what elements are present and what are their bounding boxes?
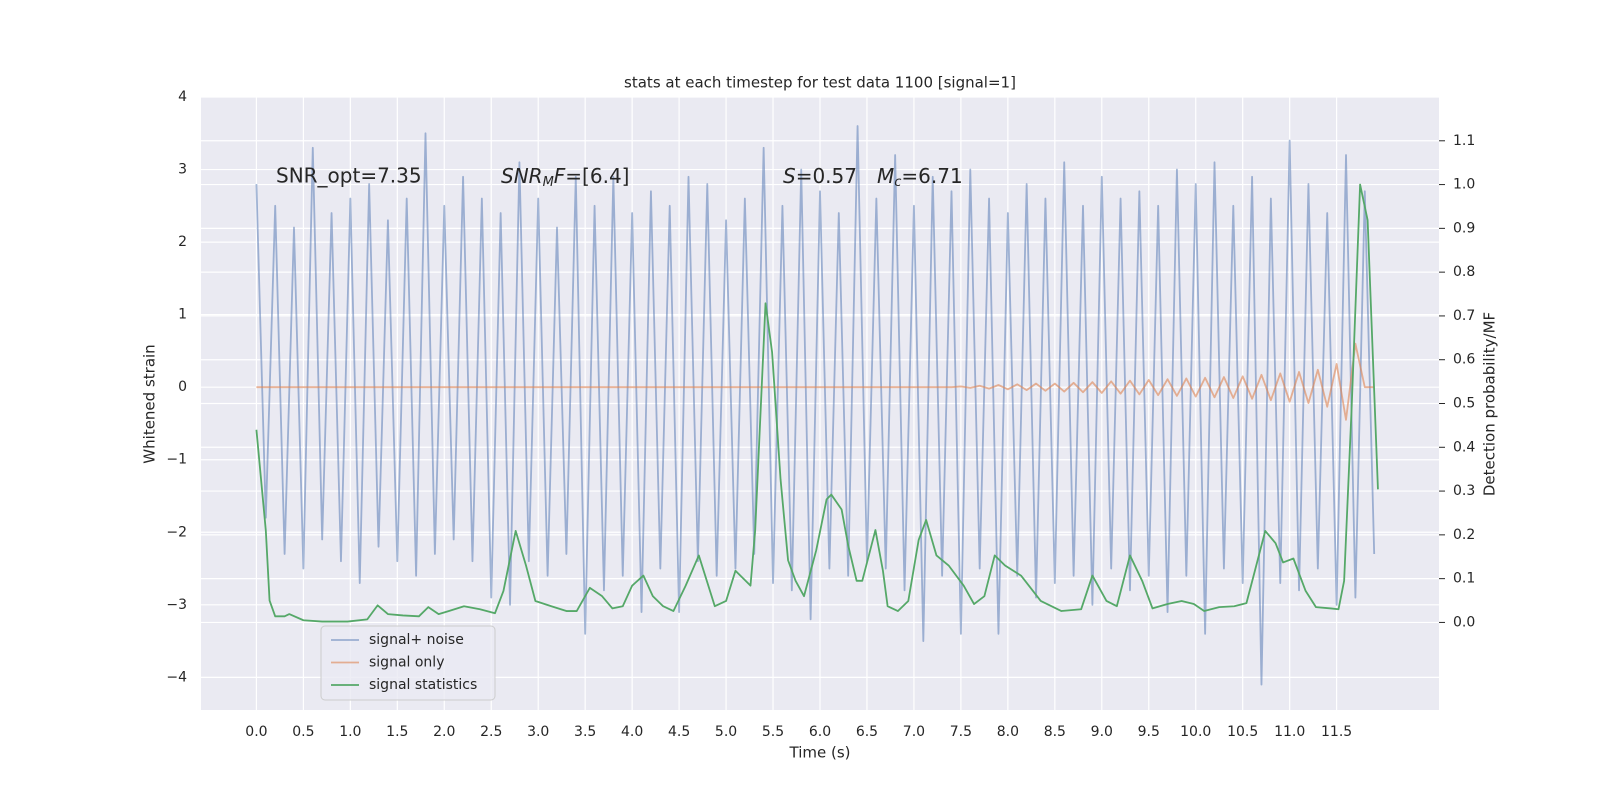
legend-label: signal only — [369, 655, 444, 671]
y-tick-label: 4 — [178, 89, 187, 105]
y-tick-label: −3 — [166, 597, 187, 613]
y-tick-label: 1 — [178, 307, 187, 323]
x-tick-label: 1.0 — [339, 724, 361, 740]
legend-label: signal statistics — [369, 677, 477, 693]
y-tick-label: 3 — [178, 162, 187, 178]
annotation: S=0.57 Mc=6.71 — [783, 164, 963, 190]
annotation-part: =[6.4] — [565, 164, 629, 188]
annotation-part: =0.57 — [796, 164, 857, 188]
annotation-part: F — [554, 164, 566, 188]
y-tick-label: 2 — [178, 234, 187, 250]
x-tick-label: 9.0 — [1091, 724, 1113, 740]
y2-tick-label: 0.1 — [1453, 571, 1475, 587]
y2-axis-label: Detection probability/MF — [1481, 312, 1499, 496]
x-tick-label: 8.0 — [997, 724, 1019, 740]
annotation-part: M — [877, 164, 894, 188]
x-tick-label: 3.5 — [574, 724, 596, 740]
y2-tick-label: 0.3 — [1453, 483, 1475, 499]
y2-tick-label: 0.9 — [1453, 220, 1475, 236]
x-tick-label: 1.5 — [386, 724, 408, 740]
x-tick-label: 4.0 — [621, 724, 643, 740]
x-tick-label: 10.0 — [1180, 724, 1211, 740]
y2-tick-label: 1.0 — [1453, 177, 1475, 193]
series-line — [255, 183, 1379, 623]
annotation-part: S — [783, 164, 796, 188]
x-tick-label: 4.5 — [668, 724, 690, 740]
marks — [255, 125, 1379, 686]
x-tick-label: 7.5 — [950, 724, 972, 740]
y2-tick-label: 1.1 — [1453, 133, 1475, 149]
x-tick-label: 0.0 — [245, 724, 267, 740]
chart-title: stats at each timestep for test data 110… — [624, 74, 1016, 92]
y2-tick-label: 0.4 — [1453, 439, 1475, 455]
x-tick-label: 9.5 — [1138, 724, 1160, 740]
annotation: SNR_opt=7.35 — [276, 164, 422, 188]
x-tick-label: 7.0 — [903, 724, 925, 740]
y2-tick-label: 0.7 — [1453, 308, 1475, 324]
y2-tick-label: 0.6 — [1453, 352, 1475, 368]
x-tick-label: 5.5 — [762, 724, 784, 740]
x-tick-label: 3.0 — [527, 724, 549, 740]
x-axis-label: Time (s) — [789, 744, 851, 762]
x-tick-label: 8.5 — [1044, 724, 1066, 740]
legend: signal+ noise signal only signal statistic… — [320, 625, 496, 701]
ticks: 0.0 0.5 1.0 1.5 2.0 2.5 3.0 3.5 4.0 4.5 5.0 5.5 6.0 6… — [166, 89, 1475, 740]
y-tick-label: −1 — [166, 452, 187, 468]
x-tick-label: 6.0 — [809, 724, 831, 740]
x-tick-label: 2.5 — [480, 724, 502, 740]
annotation-part: SNR — [501, 164, 543, 188]
annotation: SNRMF=[6.4] — [501, 164, 629, 190]
x-tick-label: 2.0 — [433, 724, 455, 740]
legend-label: signal+ noise — [369, 632, 464, 648]
legend-box — [320, 625, 496, 701]
x-tick-label: 11.5 — [1321, 724, 1352, 740]
annotation-part: =6.71 — [901, 164, 962, 188]
y-axis-label: Whitened strain — [141, 344, 159, 463]
y2-tick-label: 0.2 — [1453, 527, 1475, 543]
y-tick-label: −2 — [166, 524, 187, 540]
y-tick-label: −4 — [166, 669, 187, 685]
series-line — [255, 125, 1376, 686]
series-line — [256, 342, 1375, 421]
y-tick-label: 0 — [178, 379, 187, 395]
x-tick-label: 0.5 — [292, 724, 314, 740]
x-tick-label: 6.5 — [856, 724, 878, 740]
x-tick-label: 10.5 — [1227, 724, 1258, 740]
y2-tick-label: 0.0 — [1453, 614, 1475, 630]
x-tick-label: 5.0 — [715, 724, 737, 740]
annotation-part: c — [894, 175, 901, 190]
y2-tick-label: 0.8 — [1453, 264, 1475, 280]
y2-tick-label: 0.5 — [1453, 396, 1475, 412]
annotation-part: M — [543, 175, 554, 190]
x-tick-label: 11.0 — [1274, 724, 1305, 740]
